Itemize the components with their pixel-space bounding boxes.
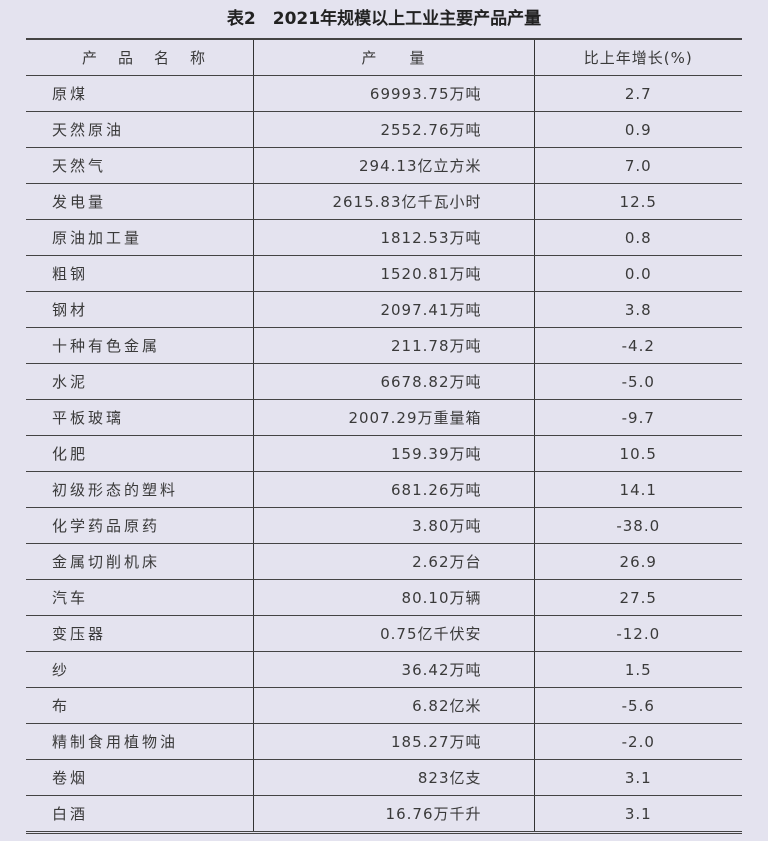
output-cell: 185.27万吨 [253,723,535,760]
product-name-cell: 卷烟 [26,759,254,796]
product-name-cell: 天然气 [26,147,254,184]
output-cell: 36.42万吨 [253,651,535,688]
growth-cell: 3.1 [534,795,742,834]
output-cell: 2097.41万吨 [253,291,535,328]
product-output-table: 产 品 名 称 产 量 比上年增长(%) 原煤 69993.75万吨 2.7 天然原油… [26,38,742,834]
table-row: 白酒 16.76万千升 3.1 [26,795,742,834]
output-cell: 294.13亿立方米 [253,147,535,184]
growth-cell: 0.0 [534,255,742,292]
growth-cell: 7.0 [534,147,742,184]
table-row: 金属切削机床 2.62万台 26.9 [26,543,742,580]
header-product-name: 产 品 名 称 [26,38,254,76]
output-cell: 2.62万台 [253,543,535,580]
product-name-cell: 布 [26,687,254,724]
table-title: 表2 2021年规模以上工业主要产品产量 [226,9,542,29]
product-name-cell: 原油加工量 [26,219,254,256]
product-name-cell: 初级形态的塑料 [26,471,254,508]
output-cell: 1812.53万吨 [253,219,535,256]
product-name-cell: 十种有色金属 [26,327,254,364]
table-row: 粗钢 1520.81万吨 0.0 [26,255,742,292]
output-cell: 16.76万千升 [253,795,535,834]
table-row: 初级形态的塑料 681.26万吨 14.1 [26,471,742,508]
growth-cell: 10.5 [534,435,742,472]
growth-cell: 26.9 [534,543,742,580]
table-row: 原油加工量 1812.53万吨 0.8 [26,219,742,256]
table-row: 天然原油 2552.76万吨 0.9 [26,111,742,148]
product-name-cell: 天然原油 [26,111,254,148]
growth-cell: -38.0 [534,507,742,544]
growth-cell: 12.5 [534,183,742,220]
output-cell: 3.80万吨 [253,507,535,544]
output-cell: 1520.81万吨 [253,255,535,292]
output-cell: 159.39万吨 [253,435,535,472]
table-row: 化肥 159.39万吨 10.5 [26,435,742,472]
table-header-row: 产 品 名 称 产 量 比上年增长(%) [26,38,742,76]
growth-cell: 27.5 [534,579,742,616]
growth-cell: 0.9 [534,111,742,148]
table-row: 汽车 80.10万辆 27.5 [26,579,742,616]
growth-cell: 0.8 [534,219,742,256]
output-cell: 0.75亿千伏安 [253,615,535,652]
growth-cell: 14.1 [534,471,742,508]
output-cell: 69993.75万吨 [253,75,535,112]
product-name-cell: 粗钢 [26,255,254,292]
product-name-cell: 钢材 [26,291,254,328]
growth-cell: 1.5 [534,651,742,688]
growth-cell: -4.2 [534,327,742,364]
product-name-cell: 发电量 [26,183,254,220]
output-cell: 80.10万辆 [253,579,535,616]
table-row: 钢材 2097.41万吨 3.8 [26,291,742,328]
product-name-cell: 金属切削机床 [26,543,254,580]
header-output: 产 量 [253,38,535,76]
growth-cell: 2.7 [534,75,742,112]
growth-cell: 3.8 [534,291,742,328]
product-name-cell: 化肥 [26,435,254,472]
output-cell: 2615.83亿千瓦小时 [253,183,535,220]
growth-cell: -12.0 [534,615,742,652]
output-cell: 2007.29万重量箱 [253,399,535,436]
product-name-cell: 白酒 [26,795,254,834]
product-name-cell: 纱 [26,651,254,688]
table-row: 原煤 69993.75万吨 2.7 [26,75,742,112]
table-row: 十种有色金属 211.78万吨 -4.2 [26,327,742,364]
growth-cell: -9.7 [534,399,742,436]
table-row: 布 6.82亿米 -5.6 [26,687,742,724]
output-cell: 6.82亿米 [253,687,535,724]
growth-cell: 3.1 [534,759,742,796]
growth-cell: -5.0 [534,363,742,400]
header-growth: 比上年增长(%) [534,38,742,76]
table-row: 天然气 294.13亿立方米 7.0 [26,147,742,184]
table-row: 精制食用植物油 185.27万吨 -2.0 [26,723,742,760]
table-row: 发电量 2615.83亿千瓦小时 12.5 [26,183,742,220]
product-name-cell: 原煤 [26,75,254,112]
growth-cell: -2.0 [534,723,742,760]
table-row: 卷烟 823亿支 3.1 [26,759,742,796]
product-name-cell: 水泥 [26,363,254,400]
table-row: 平板玻璃 2007.29万重量箱 -9.7 [26,399,742,436]
growth-cell: -5.6 [534,687,742,724]
product-name-cell: 精制食用植物油 [26,723,254,760]
output-cell: 6678.82万吨 [253,363,535,400]
output-cell: 211.78万吨 [253,327,535,364]
product-name-cell: 汽车 [26,579,254,616]
table-row: 变压器 0.75亿千伏安 -12.0 [26,615,742,652]
table-row: 纱 36.42万吨 1.5 [26,651,742,688]
output-cell: 681.26万吨 [253,471,535,508]
table-row: 水泥 6678.82万吨 -5.0 [26,363,742,400]
product-name-cell: 化学药品原药 [26,507,254,544]
table-row: 化学药品原药 3.80万吨 -38.0 [26,507,742,544]
product-name-cell: 平板玻璃 [26,399,254,436]
product-name-cell: 变压器 [26,615,254,652]
output-cell: 823亿支 [253,759,535,796]
output-cell: 2552.76万吨 [253,111,535,148]
